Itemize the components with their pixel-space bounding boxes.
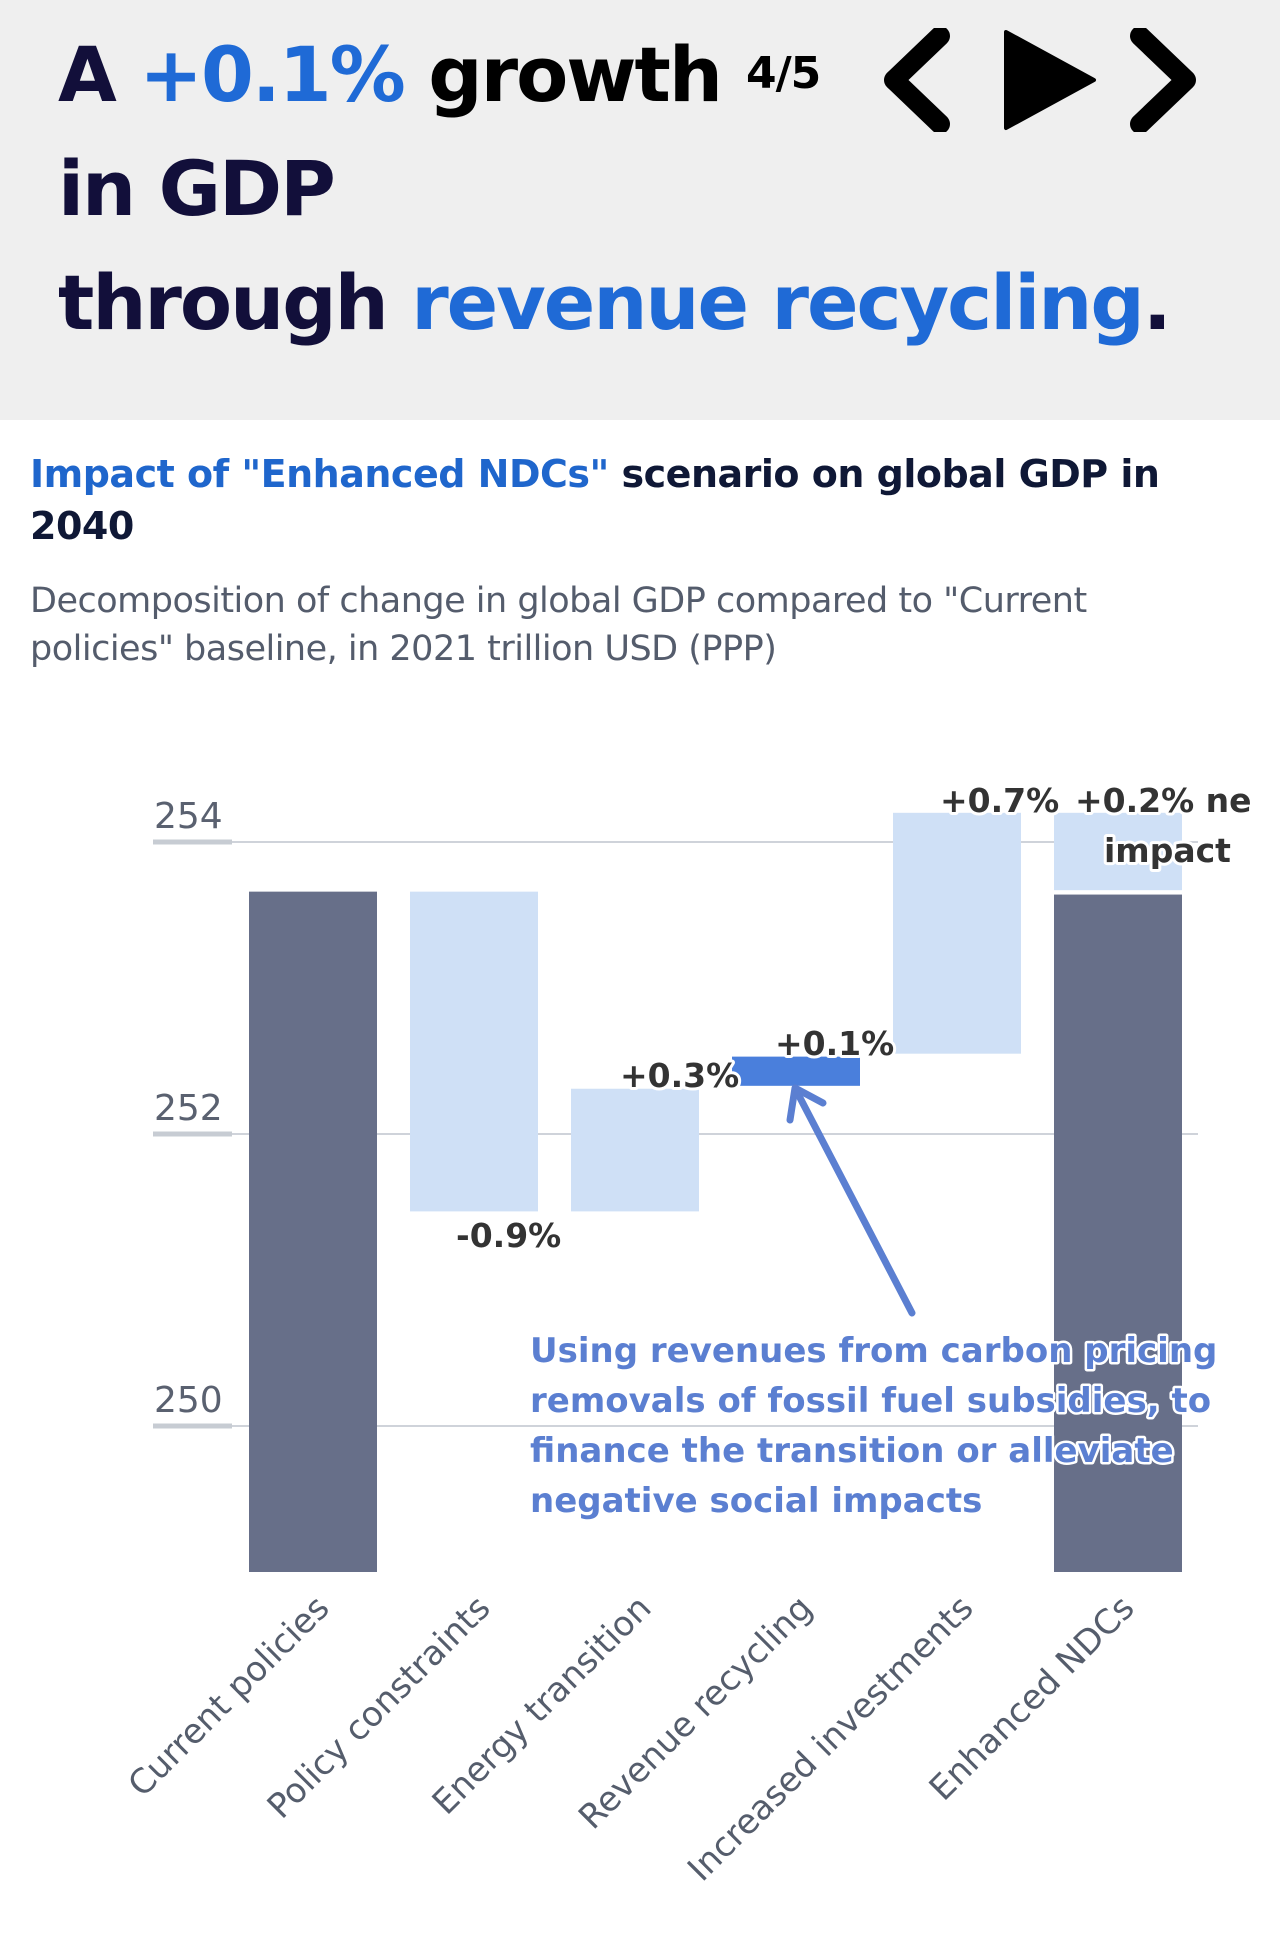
data-label-policy-constraints: -0.9% [456,1216,561,1255]
headline: A +0.1% growth in GDP through revenue re… [58,18,1172,360]
play-icon [1004,30,1096,130]
previous-slide-button[interactable] [868,28,968,132]
headline-line-1: A +0.1% growth [58,30,723,119]
page-counter: 4/5 [746,48,821,99]
bars [249,812,1182,1572]
bar-increased-investments [893,812,1021,1054]
annotation-text-line: finance the transition or alleviate [530,1431,1174,1471]
gridlines: 250 252 254 [153,796,1198,1429]
data-labels: -0.9% +0.3% +0.1% +0.7% +0.2% ne impact [453,778,1255,1258]
y-tick-label: 250 [154,1380,223,1421]
bar-policy-constraints [410,891,538,1212]
headline-line3-prefix: through [58,258,412,347]
annotation-arrow-shaft [793,1088,916,1317]
play-button[interactable] [998,28,1098,132]
y-tick-label: 252 [154,1088,223,1129]
data-label-revenue-recycling: +0.1% [775,1024,894,1063]
data-label-net-impact: +0.2% ne [1075,781,1252,820]
headline-line-2: in GDP [58,144,336,233]
bar-current-policies [249,891,377,1572]
chevron-right-icon [1130,28,1196,132]
data-label-increased-investments: +0.7% [940,781,1059,820]
chevron-left-icon [884,28,950,132]
bar-revenue-recycling [732,1056,860,1086]
chart-title-rest: scenario on global GDP in 2040 [30,452,1160,548]
bar-enhanced-ndcs-net [1054,812,1182,891]
chart-title: Impact of "Enhanced NDCs" scenario on gl… [30,448,1260,552]
headline-suffix: growth [403,30,723,119]
bar-energy-transition [571,1088,699,1212]
headline-highlight-topic: revenue recycling [411,258,1145,347]
data-label-net-impact: impact [1104,831,1231,870]
headline-prefix: A [58,30,140,119]
annotation: Using revenues from carbon pricing remova… [528,1084,1220,1524]
headline-highlight-value: +0.1% [139,30,405,119]
category-label: Increased investments [680,1588,981,1889]
next-slide-button[interactable] [1112,28,1212,132]
data-label-energy-transition: +0.3% [620,1056,739,1095]
annotation-arrow-head-icon [786,1084,827,1124]
chart-title-highlight: Impact of "Enhanced NDCs" [30,452,609,496]
headline-period: . [1142,258,1172,347]
annotation-text-line: Using revenues from carbon pricing [530,1331,1217,1371]
annotation-text-line: removals of fossil fuel subsidies, to [530,1381,1211,1421]
chart-subtitle: Decomposition of change in global GDP co… [30,581,1087,669]
headline-line-3: through revenue recycling. [58,258,1172,347]
bar-enhanced-ndcs [1054,894,1182,1572]
story-header: A +0.1% growth in GDP through revenue re… [0,0,1280,420]
annotation-text-line: negative social impacts [530,1481,982,1521]
y-tick-label: 254 [154,796,223,837]
